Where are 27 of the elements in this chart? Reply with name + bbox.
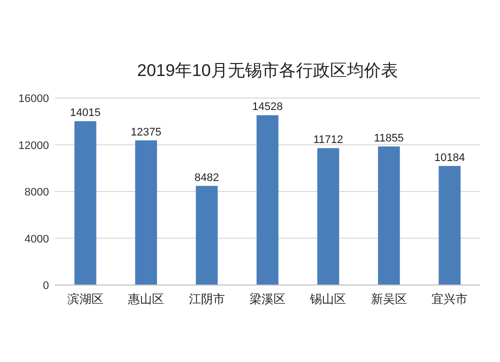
data-label: 10184 [434,152,465,164]
bar [135,140,157,285]
x-tick-label: 惠山区 [127,292,164,306]
x-tick-label: 江阴市 [188,292,225,306]
y-tick-label: 12000 [18,140,49,152]
x-tick-label: 新吴区 [370,292,407,306]
bar [196,186,218,285]
bar [256,115,278,285]
y-tick-label: 0 [42,280,49,292]
x-tick-label: 锡山区 [309,292,346,306]
x-tick-label: 宜兴市 [432,292,468,306]
data-label: 11855 [374,132,404,144]
data-label: 8482 [194,172,220,184]
x-tick-label: 梁溪区 [250,292,286,306]
data-label: 14528 [252,101,283,114]
data-label: 14015 [70,107,101,120]
bar [438,166,461,285]
data-label: 12375 [130,126,162,138]
bar [74,121,96,285]
bar [317,148,340,285]
y-tick-label: 8000 [24,186,49,198]
y-tick-label: 16000 [18,93,49,105]
bar [378,146,400,285]
x-tick-label: 滨湖区 [67,292,104,306]
data-label: 11712 [313,134,344,146]
y-tick-label: 4000 [24,233,49,246]
chart-title: 2019年10月无锡市各行政区均价表 [137,61,398,80]
